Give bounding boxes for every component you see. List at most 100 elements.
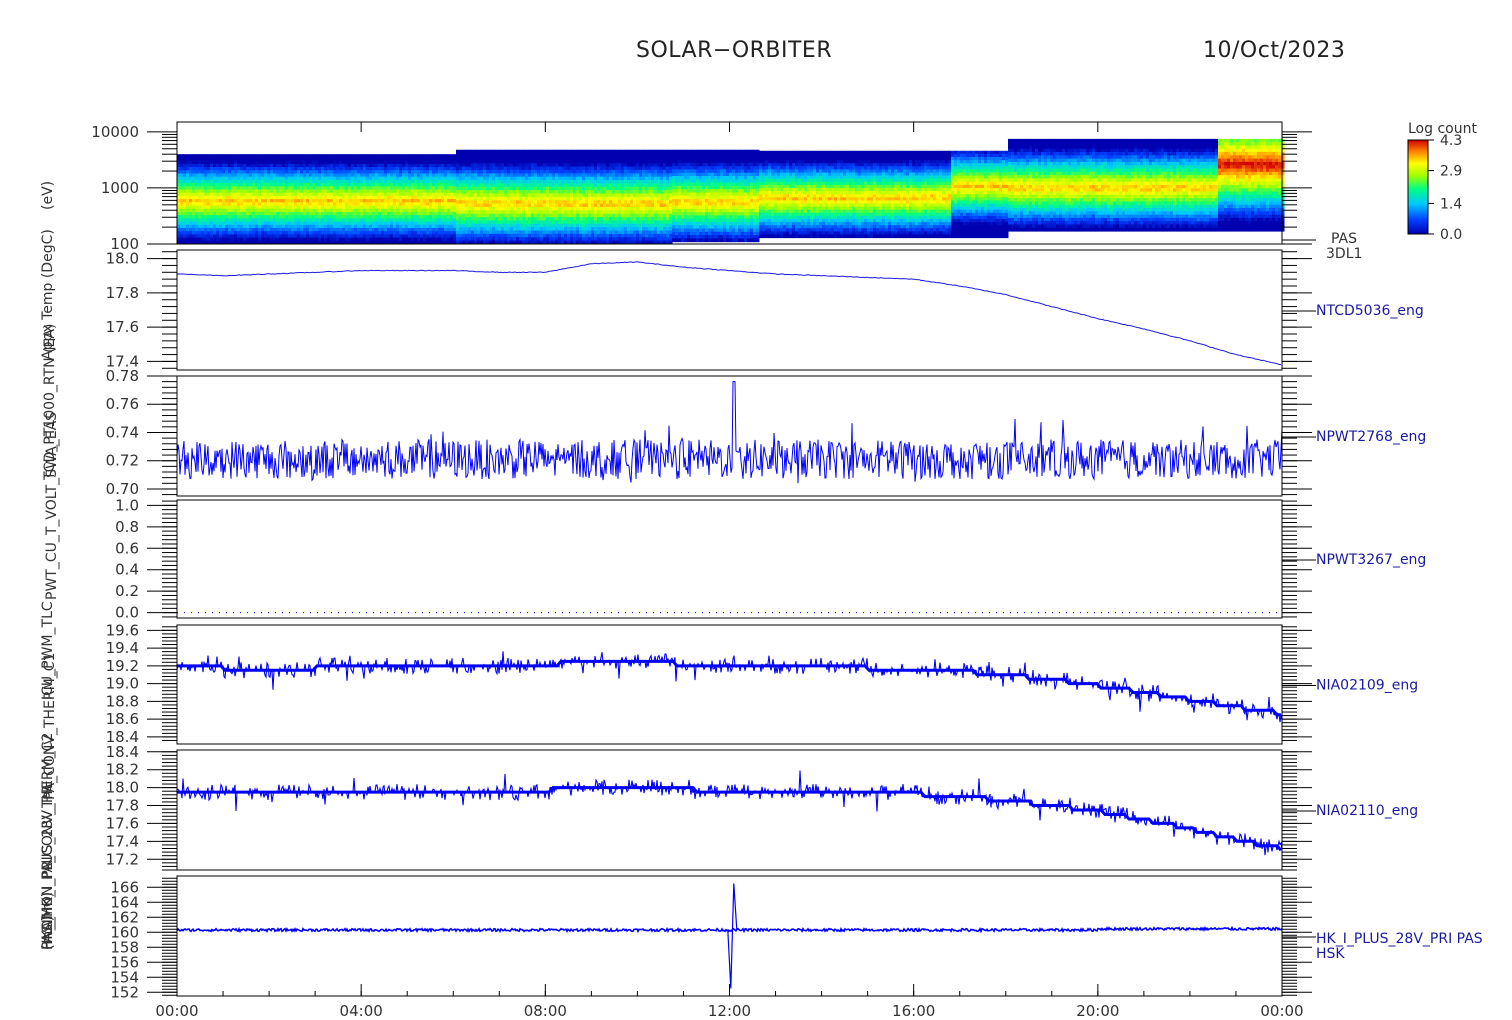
heatmap-cell [678, 169, 682, 174]
heatmap-cell [480, 196, 484, 201]
heatmap-cell [426, 189, 430, 194]
heatmap-cell [231, 224, 235, 229]
heatmap-cell [321, 167, 325, 171]
heatmap-cell [582, 186, 586, 191]
heatmap-cell [639, 220, 643, 225]
heatmap-cell [669, 149, 673, 154]
heatmap-cell [534, 233, 538, 238]
heatmap-cell [297, 163, 301, 168]
heatmap-cell [477, 183, 481, 188]
heatmap-cell [564, 186, 568, 191]
heatmap-cell [399, 202, 403, 207]
heatmap-cell [375, 215, 379, 219]
heatmap-cell [678, 202, 682, 207]
heatmap-cell [279, 205, 283, 210]
heatmap-cell [594, 180, 598, 184]
heatmap-cell [693, 166, 697, 170]
heatmap-cell [519, 217, 523, 221]
heatmap-cell [546, 149, 550, 154]
heatmap-cell [588, 233, 592, 238]
heatmap-cell [447, 240, 451, 245]
heatmap-cell [396, 211, 400, 216]
heatmap-cell [507, 159, 511, 164]
heatmap-cell [468, 163, 472, 168]
heatmap-cell [561, 200, 565, 205]
heatmap-cell [327, 179, 331, 184]
heatmap-cell [207, 221, 211, 226]
heatmap-cell [210, 179, 214, 184]
heatmap-cell [519, 149, 523, 154]
heatmap-cell [363, 234, 367, 239]
heatmap-cell [330, 195, 334, 200]
heatmap-cell [261, 208, 265, 213]
heatmap-cell [195, 195, 199, 200]
heatmap-cell [279, 215, 283, 219]
heatmap-cell [381, 215, 385, 219]
heatmap-cell [420, 202, 424, 207]
heatmap-cell [387, 199, 391, 203]
heatmap-cell [450, 234, 454, 239]
heatmap-cell [381, 179, 385, 184]
heatmap-cell [330, 192, 334, 197]
heatmap-cell [270, 160, 274, 165]
heatmap-cell [519, 223, 523, 228]
heatmap-cell [312, 160, 316, 165]
heatmap-cell [606, 166, 610, 171]
heatmap-cell [537, 159, 541, 164]
heatmap-cell [669, 176, 673, 181]
heatmap-cell [486, 193, 490, 198]
heatmap-cell [321, 157, 325, 162]
heatmap-cell [585, 240, 589, 245]
heatmap-cell [627, 220, 631, 225]
heatmap-cell [594, 153, 598, 157]
heatmap-cell [369, 240, 373, 245]
heatmap-cell [552, 180, 556, 184]
heatmap-cell [459, 149, 463, 154]
heatmap-cell [507, 220, 511, 225]
heatmap-cell [444, 227, 448, 232]
heatmap-cell [552, 227, 556, 232]
heatmap-cell [312, 186, 316, 190]
heatmap-cell [234, 231, 238, 235]
heatmap-cell [195, 240, 199, 245]
heatmap-cell [432, 173, 436, 178]
heatmap-cell [681, 238, 685, 243]
heatmap-cell [447, 170, 451, 174]
heatmap-cell [516, 203, 520, 208]
heatmap-cell [309, 183, 313, 187]
heatmap-cell [537, 163, 541, 168]
heatmap-cell [678, 156, 682, 161]
heatmap-cell [483, 223, 487, 228]
heatmap-cell [567, 176, 571, 181]
heatmap-cell [405, 208, 409, 213]
heatmap-cell [207, 202, 211, 207]
heatmap-cell [519, 210, 523, 215]
heatmap-cell [621, 233, 625, 238]
heatmap-cell [621, 153, 625, 157]
heatmap-cell [378, 154, 382, 158]
heatmap-cell [204, 227, 208, 232]
heatmap-cell [525, 163, 529, 168]
heatmap-cell [393, 231, 397, 235]
heatmap-cell [444, 218, 448, 223]
heatmap-cell [261, 195, 265, 200]
heatmap-cell [309, 199, 313, 203]
heatmap-cell [495, 240, 499, 245]
heatmap-cell [219, 195, 223, 200]
heatmap-cell [348, 237, 352, 242]
heatmap-cell [690, 215, 694, 220]
heatmap-cell [528, 217, 532, 221]
heatmap-cell [333, 157, 337, 162]
heatmap-cell [696, 182, 700, 187]
heatmap-cell [183, 234, 187, 239]
heatmap-cell [231, 173, 235, 178]
heatmap-cell [579, 220, 583, 225]
heatmap-cell [189, 205, 193, 210]
heatmap-cell [234, 183, 238, 187]
heatmap-cell [531, 217, 535, 221]
heatmap-cell [225, 167, 229, 171]
heatmap-cell [192, 186, 196, 190]
heatmap-cell [282, 170, 286, 174]
heatmap-cell [246, 205, 250, 210]
heatmap-cell [282, 186, 286, 190]
